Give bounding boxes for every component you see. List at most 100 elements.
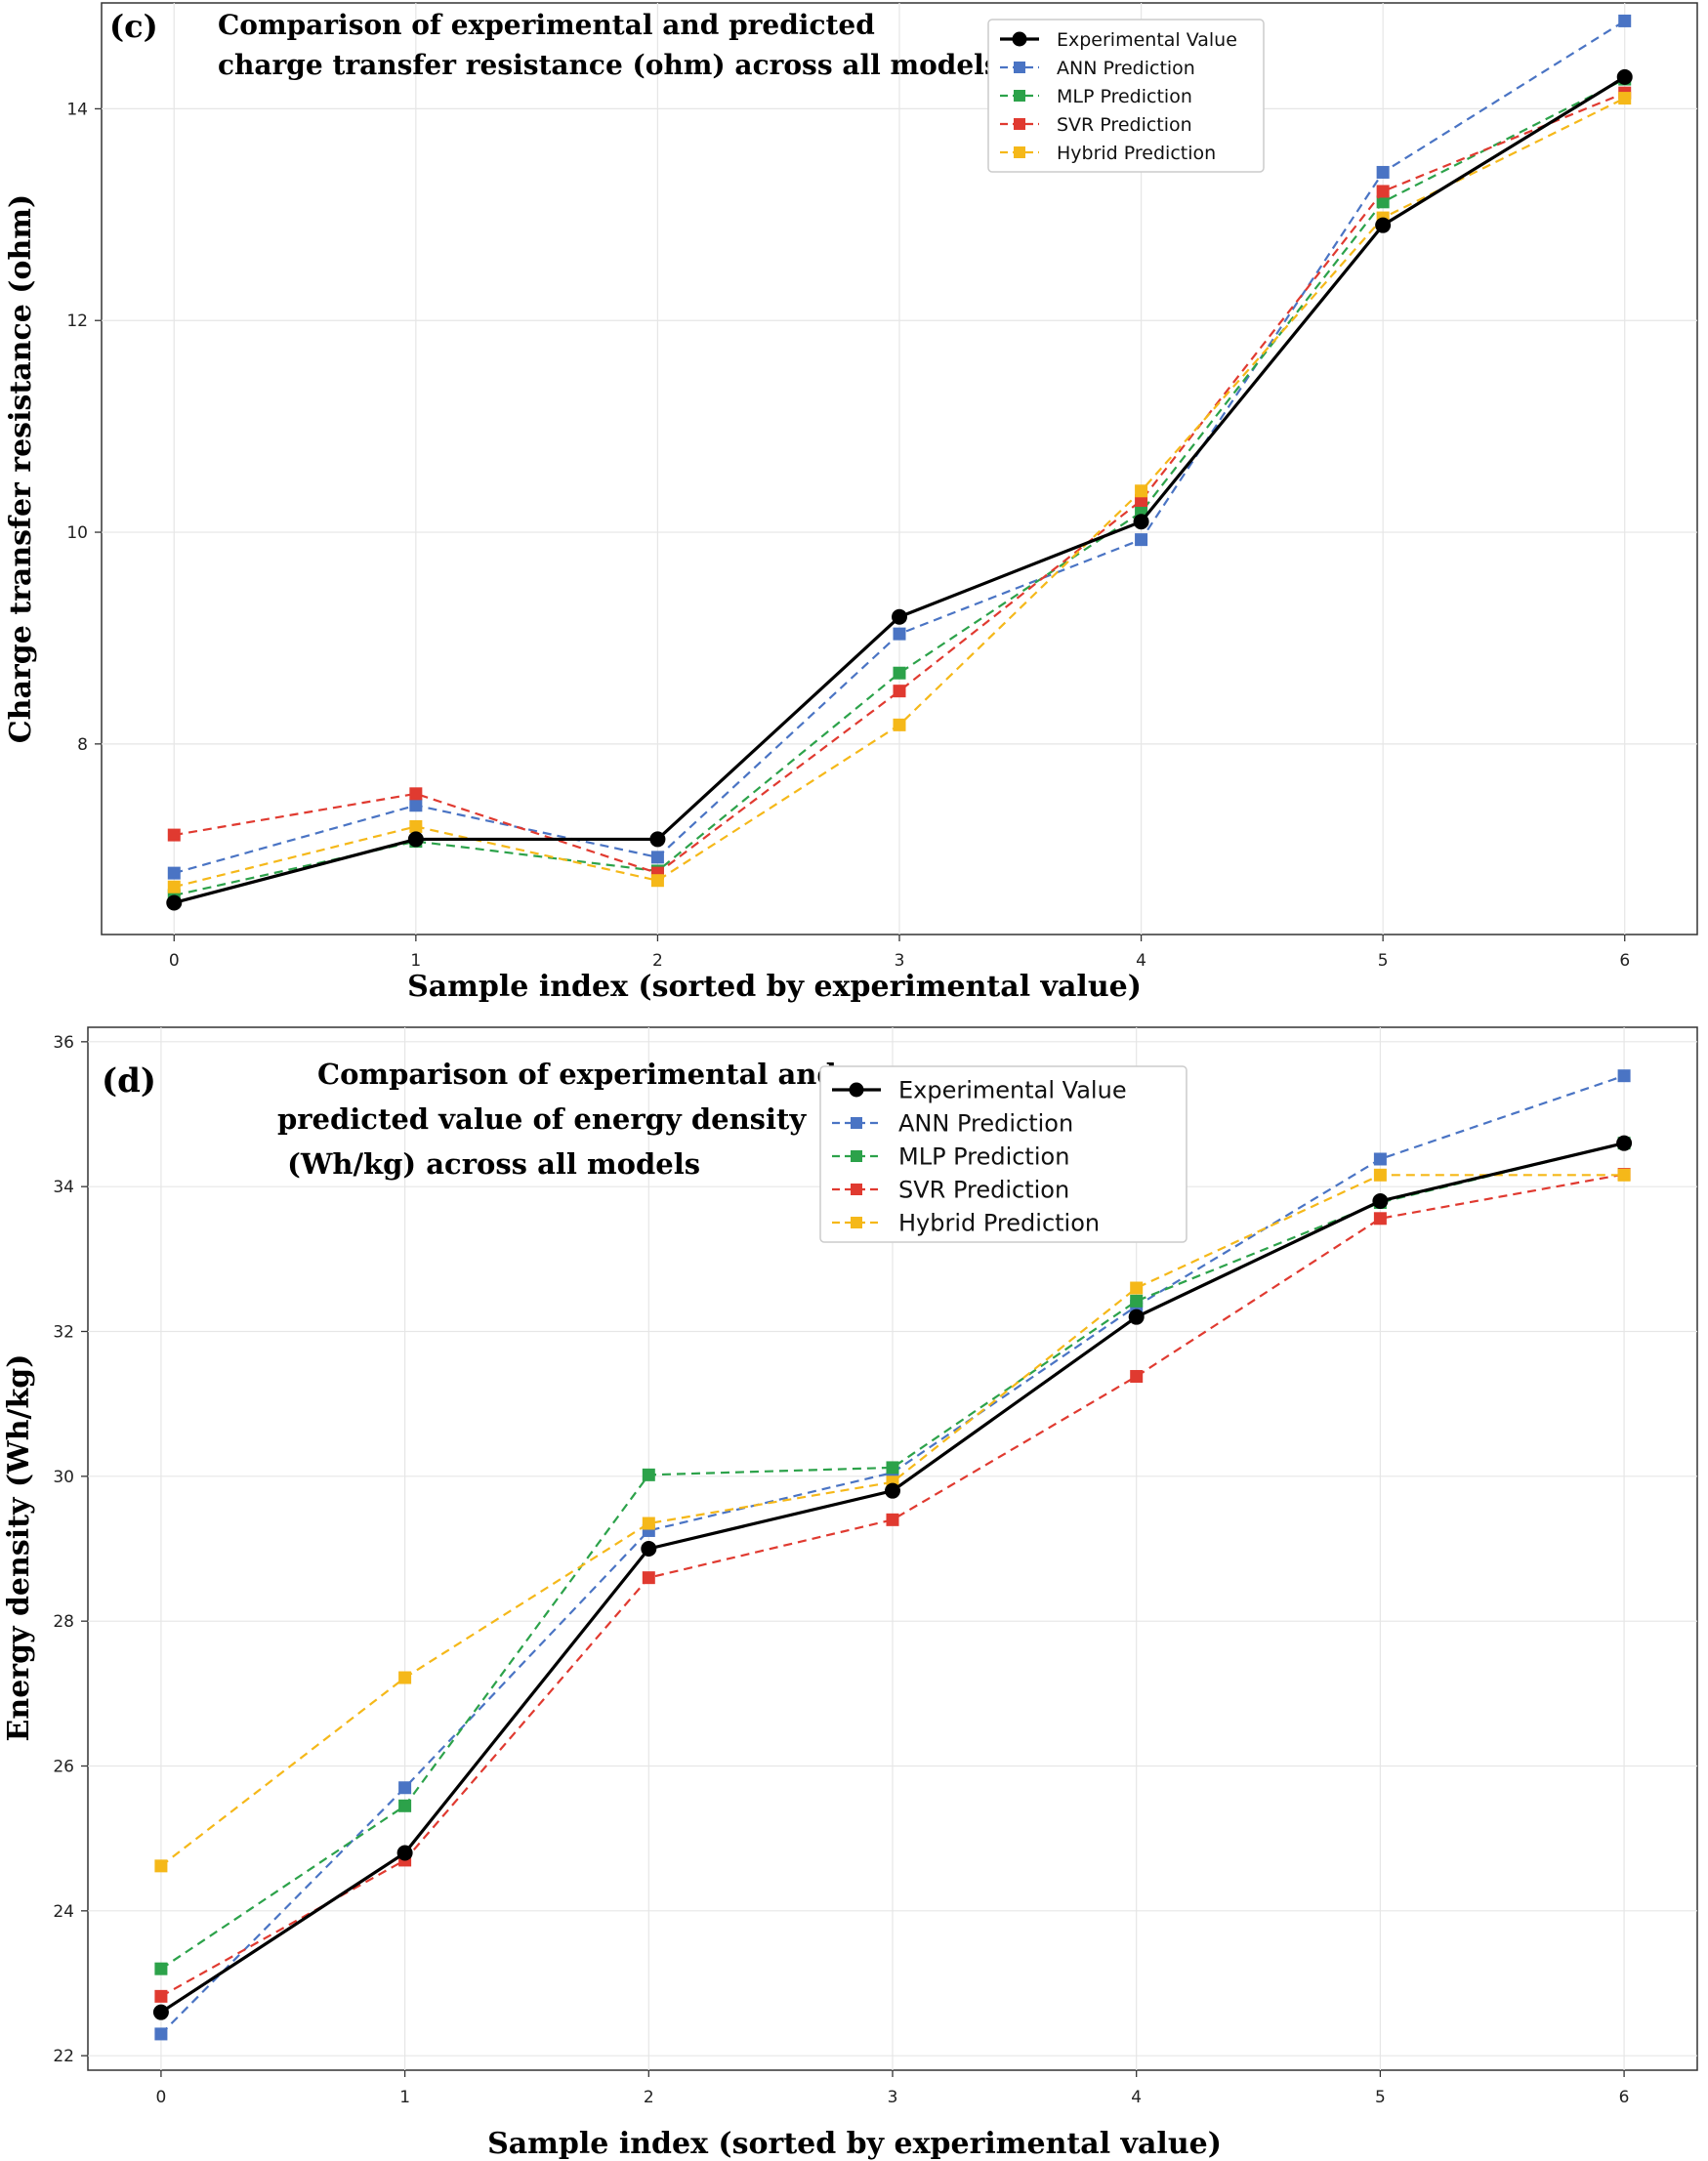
legend-entry: Hybrid Prediction [832, 1210, 1100, 1237]
x-tick-label: 1 [410, 951, 421, 971]
data-point [1376, 185, 1390, 198]
legend-marker [1012, 31, 1027, 47]
data-point [650, 851, 664, 864]
data-point [886, 1461, 899, 1475]
data-point [409, 787, 423, 801]
data-point [409, 819, 423, 833]
data-point [1135, 484, 1148, 498]
series-hybrid-prediction [154, 1168, 1631, 1873]
legend-label: Experimental Value [898, 1077, 1127, 1104]
legend-marker [851, 1217, 862, 1228]
data-point [1130, 1369, 1144, 1383]
data-point [893, 685, 906, 698]
y-tick-label: 22 [53, 2047, 74, 2066]
panel-d-legend-entries: Experimental Value ANN Prediction MLP Pred… [832, 1077, 1127, 1237]
legend-label: Experimental Value [1057, 29, 1237, 51]
y-tick-label: 10 [66, 523, 88, 543]
panel-c-y-axis-title: Charge transfer resistance (ohm) [4, 194, 38, 743]
panel-c-legend: Experimental Value ANN Prediction MLP Pred… [987, 19, 1265, 173]
data-point [1617, 1069, 1631, 1083]
x-tick-label: 4 [1131, 2088, 1142, 2107]
panel-d-title-line-1: Comparison of experimental and [317, 1058, 837, 1091]
data-point [886, 1513, 899, 1526]
data-point [1373, 1168, 1387, 1182]
legend-marker [1014, 118, 1025, 130]
legend-entry: Hybrid Prediction [1000, 143, 1216, 164]
data-point [1616, 68, 1633, 85]
data-point [398, 1781, 412, 1795]
legend-label: SVR Prediction [1057, 114, 1192, 136]
data-point [641, 1541, 657, 1557]
legend-marker [1014, 146, 1025, 158]
x-tick-label: 1 [399, 2088, 410, 2107]
data-point [1618, 92, 1632, 105]
legend-label: ANN Prediction [898, 1110, 1073, 1138]
panel-c-title-line-2: charge transfer resistance (ohm) across … [218, 49, 1000, 81]
y-tick-label: 12 [66, 312, 88, 331]
data-point [1128, 1309, 1145, 1325]
panel-d-title-line-3: (Wh/kg) across all models [277, 1147, 700, 1181]
data-point [1376, 195, 1390, 209]
legend-entry: Experimental Value [832, 1077, 1127, 1104]
series-experimental-value [166, 68, 1633, 911]
data-point [1372, 1193, 1389, 1209]
legend-entry: SVR Prediction [1000, 114, 1192, 136]
x-tick-label: 6 [1619, 951, 1630, 971]
data-point [642, 1517, 655, 1530]
data-point [1616, 1135, 1633, 1151]
data-point [398, 1799, 412, 1812]
legend-entry: MLP Prediction [832, 1143, 1069, 1171]
legend-marker [851, 1117, 862, 1129]
x-tick-label: 0 [169, 951, 180, 971]
data-point [154, 1989, 168, 2003]
y-tick-label: 34 [53, 1178, 74, 1197]
data-point [1617, 1168, 1631, 1182]
data-point [893, 718, 906, 731]
data-point [396, 1845, 413, 1861]
panel-d-series [152, 1069, 1633, 2041]
data-point [642, 1468, 655, 1481]
series-experimental-value [152, 1135, 1633, 2020]
data-point [154, 1962, 168, 1975]
legend-marker [1014, 90, 1025, 102]
data-point [167, 866, 181, 880]
legend-entry: SVR Prediction [832, 1177, 1069, 1204]
legend-label: Hybrid Prediction [1057, 143, 1216, 164]
legend-marker [849, 1082, 864, 1098]
legend-entry: MLP Prediction [1000, 86, 1192, 107]
data-point [893, 627, 906, 641]
y-tick-label: 14 [66, 100, 88, 119]
x-tick-label: 5 [1378, 951, 1389, 971]
x-tick-label: 2 [652, 951, 663, 971]
y-tick-label: 26 [53, 1758, 74, 1777]
data-point [167, 880, 181, 893]
legend-marker [1014, 62, 1025, 73]
y-tick-label: 28 [53, 1612, 74, 1632]
data-point [892, 608, 907, 625]
series-ann-prediction [167, 14, 1632, 880]
data-point [166, 894, 183, 911]
y-tick-label: 36 [53, 1033, 74, 1053]
panel-c-legend-entries: Experimental Value ANN Prediction MLP Pred… [1000, 29, 1237, 164]
data-point [1130, 1281, 1144, 1295]
legend-label: ANN Prediction [1057, 58, 1195, 79]
legend-label: MLP Prediction [1057, 86, 1192, 107]
panel-d-y-axis-title: Energy density (Wh/kg) [2, 1354, 36, 1742]
panel-c-series [166, 14, 1633, 911]
y-tick-label: 30 [53, 1468, 74, 1487]
data-point [885, 1482, 900, 1499]
x-tick-label: 6 [1619, 2088, 1630, 2107]
legend-label: MLP Prediction [898, 1143, 1069, 1171]
x-tick-label: 4 [1136, 951, 1146, 971]
data-point [167, 828, 181, 842]
y-tick-label: 32 [53, 1323, 74, 1343]
data-point [1135, 533, 1148, 547]
data-point [893, 666, 906, 680]
panel-d-legend-frame [819, 1065, 1187, 1243]
data-point [1373, 1212, 1387, 1226]
